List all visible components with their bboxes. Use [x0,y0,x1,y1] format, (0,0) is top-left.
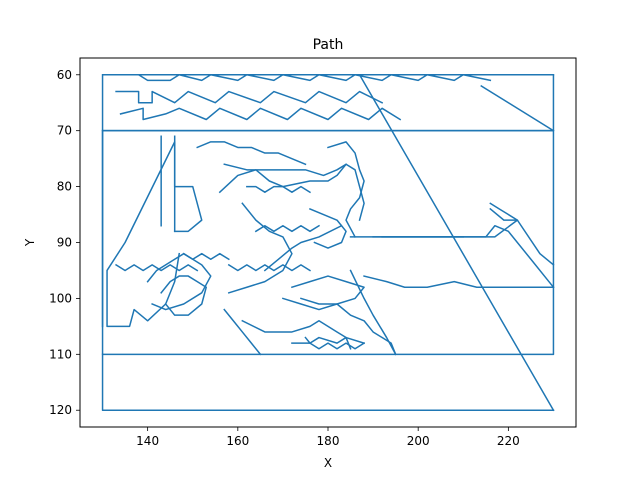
series-line-lower-collar [290,275,365,305]
x-axis-label: X [324,456,332,470]
y-tick-label: 70 [57,124,72,138]
x-tick-label: 160 [226,434,249,448]
x-tick-label: 140 [136,434,159,448]
series-line-frame-bottom [101,353,555,411]
y-tick-label: 110 [49,347,72,361]
y-tick-label: 90 [57,236,72,250]
x-ticks: 140 160 180 200 220 [136,427,520,448]
y-axis-label: Y [23,238,37,247]
series-line-text-line-2 [115,90,384,104]
series-line-top-right-slant [480,84,555,132]
series-line-cheek [227,202,293,294]
chart-title: Path [313,37,344,53]
y-tick-label: 80 [57,180,72,194]
series-line-small-hooks [254,224,321,233]
series-line-ear-inner [160,275,207,316]
series-line-chin-lower [304,336,366,350]
series-line-ear-detail [146,252,212,311]
series-line-text-line-3 [119,107,402,121]
series-line-text-line-1 [115,74,492,82]
series-line-nose-line [263,224,343,272]
series-line-nose-tip [308,207,347,249]
series-line-text-bottom [291,336,366,345]
x-tick-label: 200 [407,434,430,448]
series-line-hair-top [196,141,307,166]
y-tick-label: 120 [49,403,72,417]
x-tick-label: 180 [317,434,340,448]
series-line-right-shoulder-lower [363,275,555,288]
y-tick-label: 100 [49,291,72,305]
series-line-face-profile [327,141,365,238]
plot-lines [101,74,555,412]
series-line-glasses [246,185,311,194]
series-line-left-curls [115,263,199,272]
series-line-head-outline [106,141,203,328]
y-tick-label: 60 [57,68,72,82]
y-ticks: 60 70 80 90 100 110 120 [49,68,80,417]
series-line-neck-left [223,308,262,356]
series-line-neck-right [349,269,397,356]
series-line-hair-strand [223,163,348,177]
series-line-chin [241,319,352,350]
x-tick-label: 220 [497,434,520,448]
series-line-mouth-area [281,297,397,356]
series-line-diagonal [358,74,555,412]
series-line-right-detail [489,202,519,221]
series-line-center-left-curls [227,263,311,272]
